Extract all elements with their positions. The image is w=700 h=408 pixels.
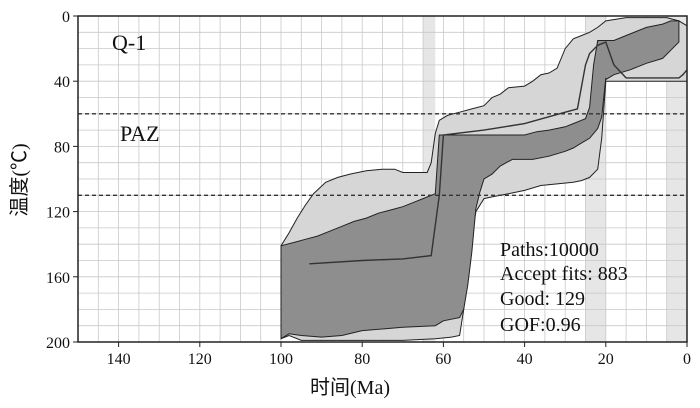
stat-good: Good: 129 [500, 288, 585, 310]
x-tick-label-20: 20 [598, 351, 614, 368]
best-fit-path [309, 41, 688, 265]
stat-accept-fits: Accept fits: 883 [500, 263, 628, 285]
paz-label: PAZ [120, 121, 160, 146]
x-tick-label-0: 0 [683, 351, 691, 368]
stat-paths: Paths:10000 [500, 239, 599, 261]
stat-gof: GOF:0.96 [500, 314, 581, 336]
x-tick-labels: 140 120 100 80 60 40 20 0 [107, 351, 691, 368]
axis-ticks [73, 15, 688, 347]
x-tick-label-120: 120 [188, 351, 212, 368]
y-tick-label-0: 0 [62, 9, 70, 26]
x-tick-label-80: 80 [354, 351, 370, 368]
y-tick-label-160: 160 [46, 270, 70, 287]
y-tick-label-120: 120 [46, 205, 70, 222]
x-tick-label-100: 100 [269, 351, 293, 368]
y-tick-label-80: 80 [54, 139, 70, 156]
y-axis-title: 温度(℃) [8, 143, 31, 216]
x-tick-label-60: 60 [435, 351, 451, 368]
x-tick-label-40: 40 [517, 351, 533, 368]
sample-label: Q-1 [112, 30, 146, 55]
y-tick-labels: 0 40 80 120 160 200 [46, 9, 70, 352]
y-tick-label-40: 40 [54, 74, 70, 91]
x-axis-title: 时间(Ma) [310, 376, 390, 399]
x-tick-label-140: 140 [107, 351, 131, 368]
y-tick-label-200: 200 [46, 335, 70, 352]
plot-frame [77, 15, 688, 343]
